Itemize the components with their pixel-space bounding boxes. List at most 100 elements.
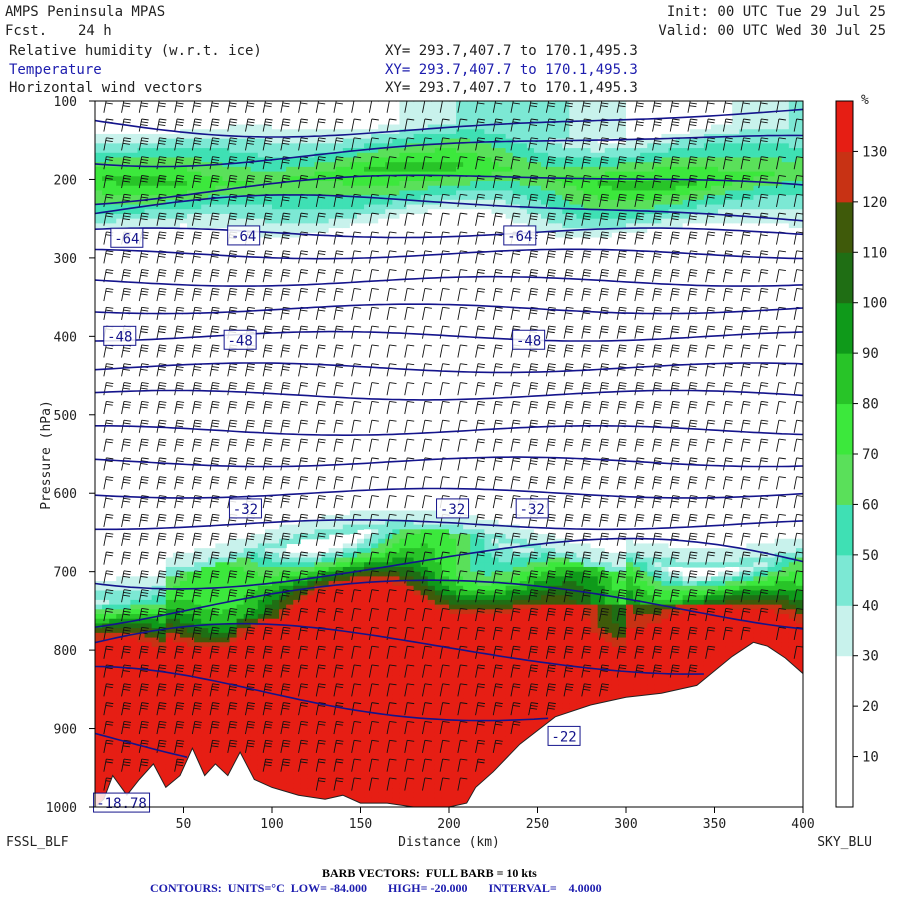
rh-cell xyxy=(463,115,471,121)
rh-cell xyxy=(328,618,337,625)
rh-cell xyxy=(342,562,351,568)
rh-cell xyxy=(342,769,351,775)
rh-cell xyxy=(286,759,294,766)
rh-cell xyxy=(201,637,209,643)
rh-cell xyxy=(470,204,478,210)
rh-cell xyxy=(158,774,167,780)
rh-cell xyxy=(194,538,202,545)
rh-cell xyxy=(293,566,301,573)
rh-cell xyxy=(272,661,280,667)
rh-cell xyxy=(470,585,478,592)
rh-cell xyxy=(441,162,450,168)
rh-cell xyxy=(441,670,450,676)
rh-cell xyxy=(441,712,450,719)
rh-cell xyxy=(413,774,422,780)
rh-cell xyxy=(335,204,344,210)
rh-cell xyxy=(165,646,174,653)
rh-cell xyxy=(456,661,464,667)
rh-cell xyxy=(399,769,408,775)
rh-cell xyxy=(222,656,231,662)
rh-cell xyxy=(477,133,485,140)
rh-cell xyxy=(477,171,485,177)
rh-cell xyxy=(165,679,174,686)
rh-cell xyxy=(123,736,131,742)
rh-cell xyxy=(356,534,365,540)
rh-cell xyxy=(165,566,174,573)
rh-cell xyxy=(349,604,358,610)
rh-cell xyxy=(158,651,167,657)
rh-cell xyxy=(300,731,308,737)
rh-cell xyxy=(413,726,422,733)
rh-cell xyxy=(420,764,429,770)
rh-cell xyxy=(406,778,415,785)
rh-cell xyxy=(95,614,103,620)
rh-cell xyxy=(179,552,188,559)
rh-cell xyxy=(264,529,273,535)
rh-cell xyxy=(130,218,139,224)
rh-cell xyxy=(434,195,443,201)
rh-cell xyxy=(109,223,117,229)
rh-cell xyxy=(272,778,280,785)
rh-cell xyxy=(470,181,478,187)
rh-cell xyxy=(95,133,103,140)
rh-cell xyxy=(165,176,174,182)
rh-cell xyxy=(477,204,485,210)
rh-cell xyxy=(123,774,131,780)
rh-cell xyxy=(236,209,245,215)
rh-cell xyxy=(427,708,436,714)
rh-cell xyxy=(102,148,110,154)
rh-cell xyxy=(130,138,139,144)
rh-cell xyxy=(307,708,316,714)
rh-cell xyxy=(95,759,103,766)
rh-cell xyxy=(470,651,478,657)
rh-cell xyxy=(201,171,209,177)
rh-cell xyxy=(477,185,485,192)
rh-cell xyxy=(434,129,443,135)
rh-cell xyxy=(378,745,386,752)
rh-cell xyxy=(385,745,393,752)
rh-cell xyxy=(342,195,351,201)
rh-cell xyxy=(406,510,415,516)
rh-cell xyxy=(335,618,344,625)
rh-cell xyxy=(349,656,358,662)
rh-cell xyxy=(491,519,500,526)
rh-cell xyxy=(286,783,294,789)
rh-cell xyxy=(314,181,323,187)
rh-cell xyxy=(123,726,131,733)
rh-cell xyxy=(427,176,436,182)
rh-cell xyxy=(399,684,408,690)
rh-cell xyxy=(364,708,372,714)
rh-cell xyxy=(116,722,124,728)
rh-cell xyxy=(385,171,393,177)
rh-cell xyxy=(208,181,216,187)
rh-cell xyxy=(151,101,160,107)
rh-cell xyxy=(413,152,422,159)
rh-cell xyxy=(187,712,195,719)
rh-cell xyxy=(484,519,493,526)
rh-cell xyxy=(272,755,280,761)
rh-cell xyxy=(406,698,415,705)
rh-cell xyxy=(314,510,323,516)
rh-cell xyxy=(385,726,393,733)
rh-cell xyxy=(371,119,379,126)
rh-cell xyxy=(215,562,224,568)
rh-cell xyxy=(371,774,379,780)
rh-cell xyxy=(187,661,195,667)
rh-cell xyxy=(222,199,231,206)
rh-cell xyxy=(109,712,117,719)
rh-cell xyxy=(413,176,422,182)
rh-cell xyxy=(236,557,245,563)
rh-cell xyxy=(456,679,464,686)
rh-cell xyxy=(264,557,273,563)
rh-cell xyxy=(427,604,436,610)
rh-cell xyxy=(307,778,316,785)
rh-cell xyxy=(484,632,493,639)
rh-cell xyxy=(314,675,323,681)
rh-cell xyxy=(307,195,316,201)
rh-cell xyxy=(463,143,471,149)
rh-cell xyxy=(194,736,202,742)
rh-cell xyxy=(406,651,415,657)
rh-cell xyxy=(257,138,266,144)
rh-cell xyxy=(165,148,174,154)
rh-cell xyxy=(257,694,266,700)
